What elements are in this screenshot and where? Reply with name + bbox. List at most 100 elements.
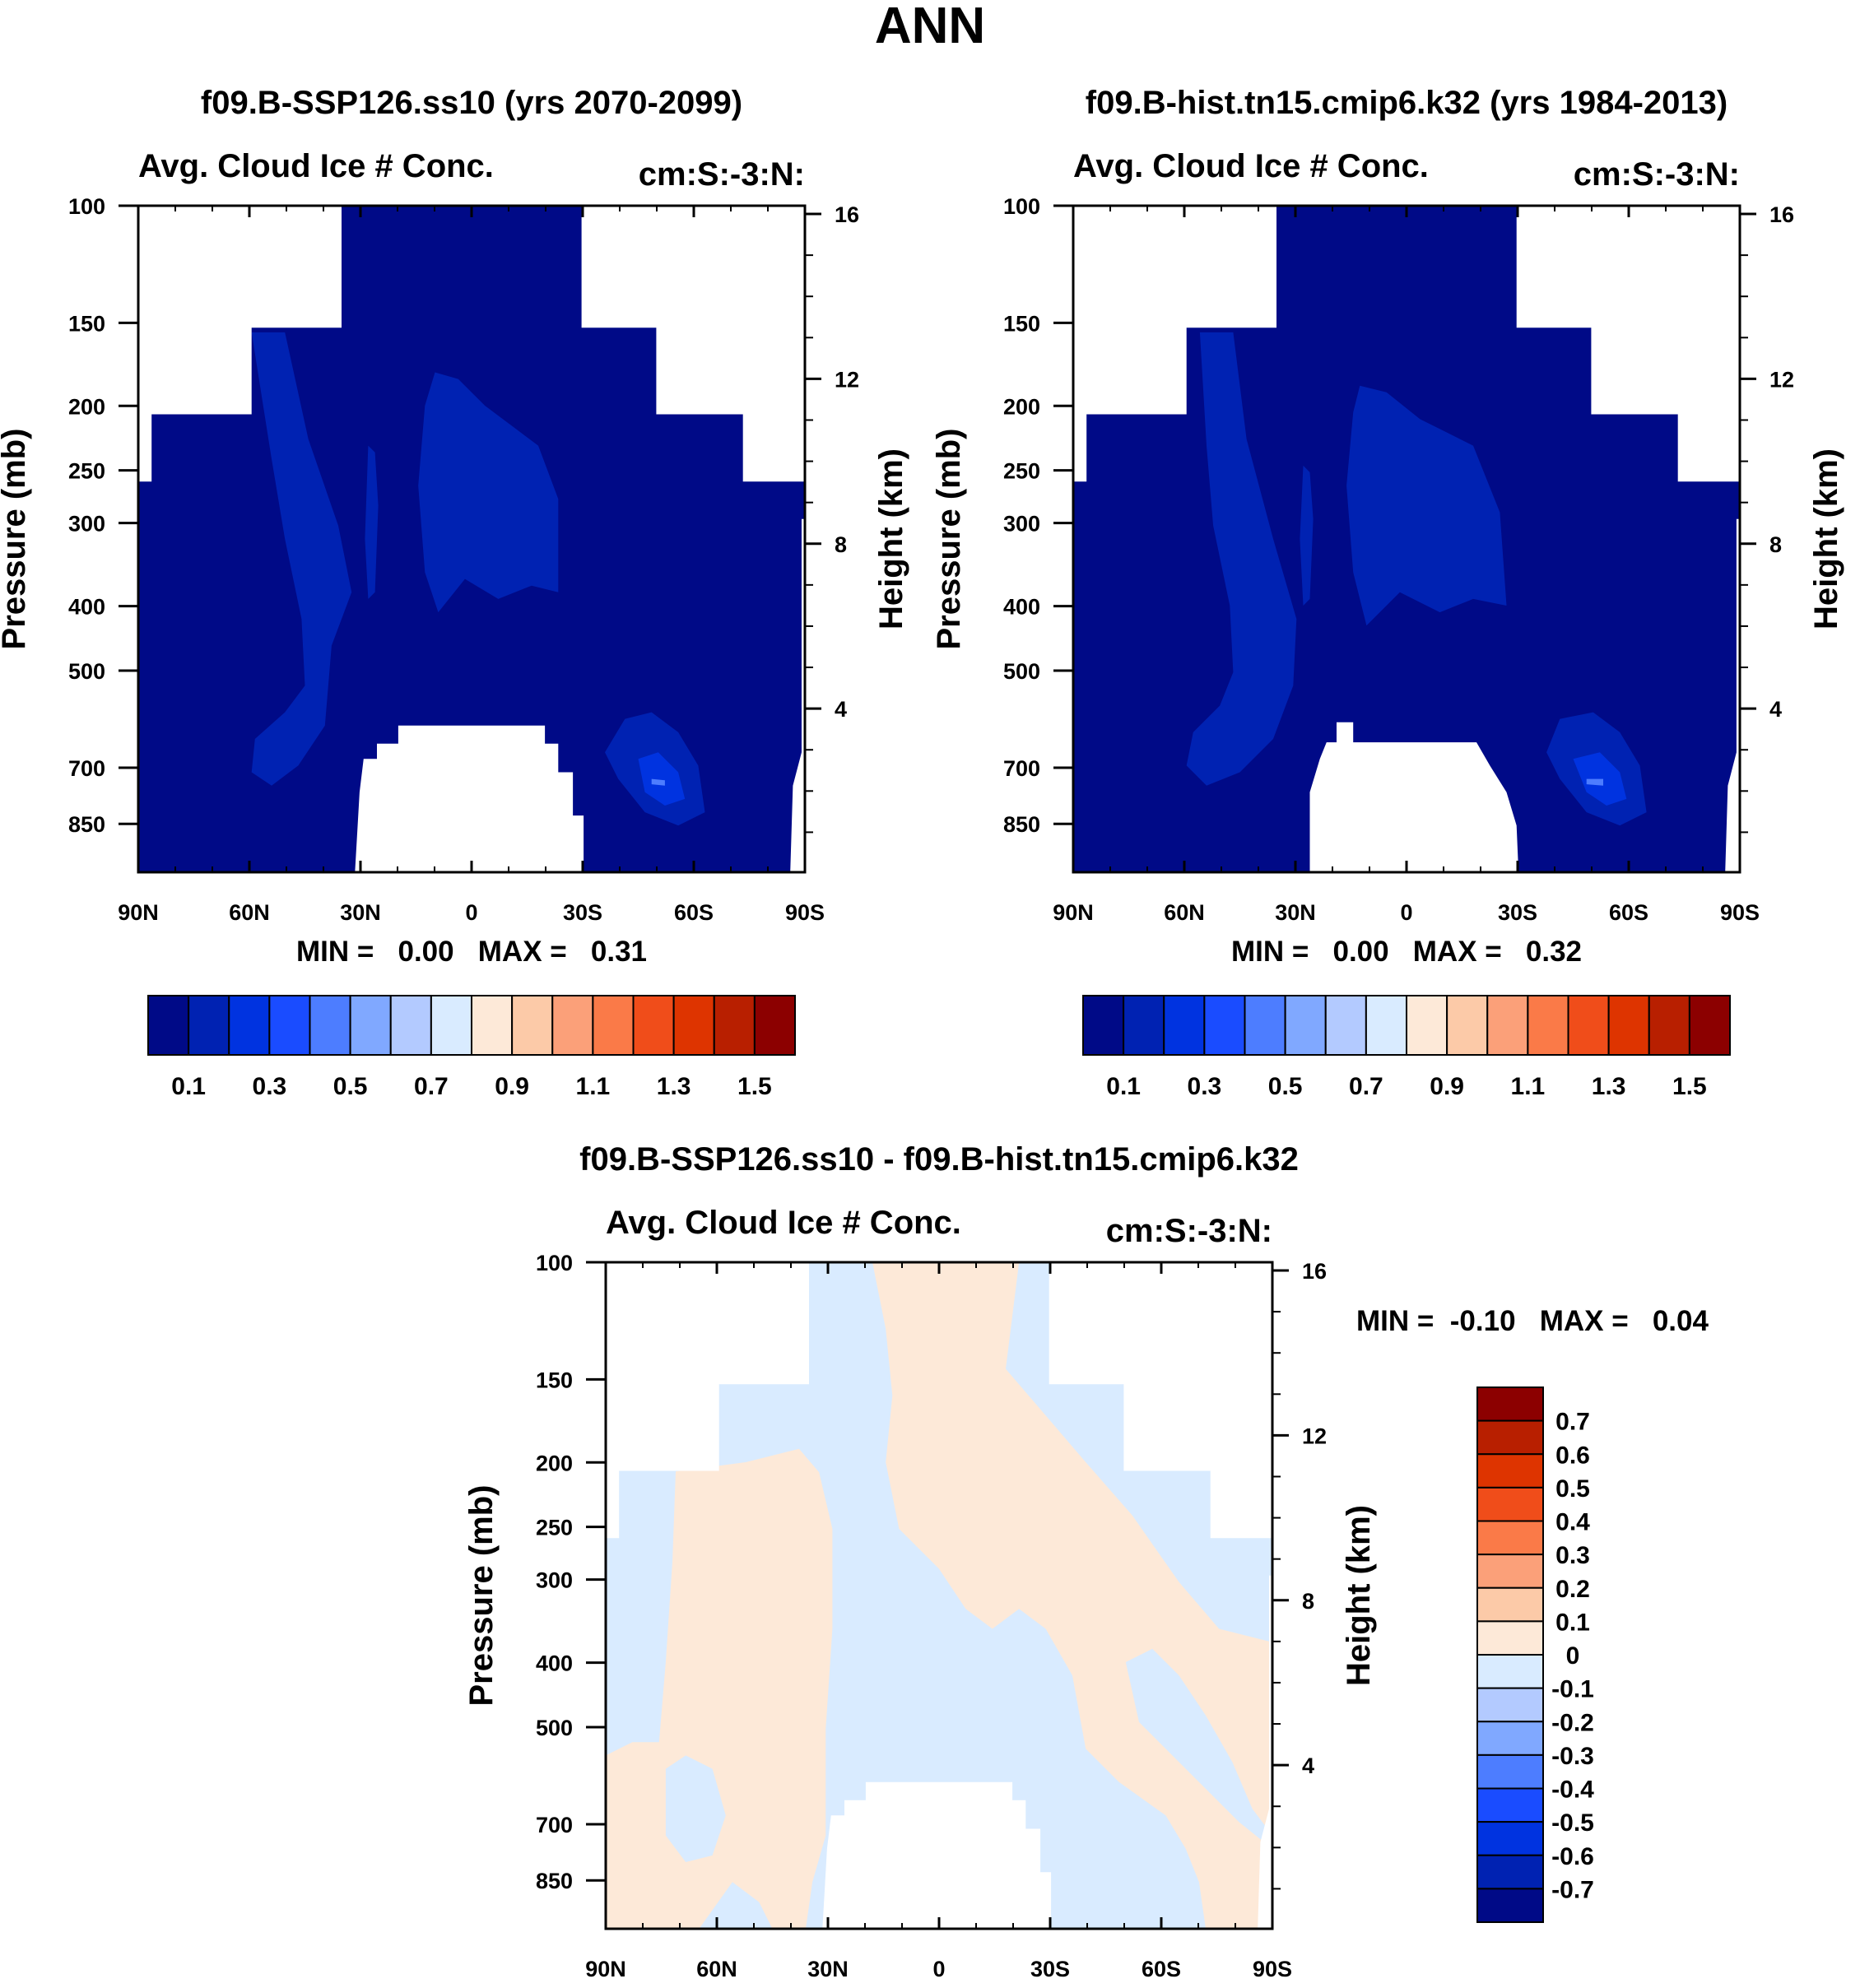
colorbar-label: 0	[1566, 1642, 1580, 1670]
colorbar-label: 0.3	[1188, 1073, 1222, 1100]
colorbar-box	[1648, 995, 1690, 1056]
contour-region-3	[665, 1755, 726, 1862]
colorbar-box	[1476, 1654, 1544, 1689]
y-tick-label: 500	[536, 1716, 573, 1740]
colorbar-box	[1476, 1486, 1544, 1522]
min-max-label: MIN = 0.00 MAX = 0.32	[1231, 936, 1582, 968]
x-tick-label: 30S	[563, 900, 602, 925]
units-label: cm:S:-3:N:	[1574, 156, 1740, 193]
colorbar-label: 1.5	[737, 1073, 772, 1100]
x-tick-label: 60S	[674, 900, 714, 925]
y-tick-label: 250	[536, 1516, 573, 1540]
colorbar-label: 0.3	[253, 1073, 287, 1100]
colorbar-box	[309, 995, 351, 1056]
colorbar-label: 1.3	[657, 1073, 691, 1100]
missing-data-south	[1516, 206, 1740, 482]
y-axis-label: Pressure (mb)	[463, 1485, 500, 1707]
right-tick-label: 16	[835, 202, 859, 227]
x-tick-label: 90S	[785, 900, 825, 925]
colorbar-box	[551, 995, 594, 1056]
colorbar-label: 0.9	[495, 1073, 529, 1100]
panel-ssp126: f09.B-SSP126.ss10 (yrs 2070-2099) Avg. Cl…	[0, 85, 909, 1100]
colorbar-label: 0.5	[1555, 1475, 1590, 1503]
panel-difference: f09.B-SSP126.ss10 - f09.B-hist.tn15.cmip…	[463, 1141, 1709, 1981]
right-tick-label: 12	[1302, 1424, 1327, 1448]
colorbar-label: 0.1	[171, 1073, 206, 1100]
y-tick-label: 100	[536, 1251, 573, 1275]
colorbar-label: 0.4	[1555, 1509, 1590, 1536]
right-axis-label: Height (km)	[1808, 448, 1844, 629]
colorbar-box	[389, 995, 432, 1056]
colorbar-box	[1476, 1854, 1544, 1890]
y-tick-label: 300	[1003, 512, 1040, 536]
missing-data-north	[606, 1262, 809, 1539]
x-tick-label: 0	[1400, 900, 1412, 925]
right-tick-label: 16	[1302, 1259, 1327, 1284]
colorbar-box	[1476, 1687, 1544, 1723]
colorbar-box	[228, 995, 271, 1056]
panel-title: f09.B-hist.tn15.cmip6.k32 (yrs 1984-2013…	[1086, 85, 1727, 121]
x-tick-label: 60N	[1164, 900, 1205, 925]
contour-field	[606, 1262, 1272, 1929]
colorbar-box	[1476, 1888, 1544, 1923]
contour-region-1	[1186, 332, 1297, 786]
contour-region-6	[1586, 778, 1603, 786]
y-tick-label: 250	[1003, 459, 1040, 484]
colorbar-box	[1688, 995, 1731, 1056]
colorbar-box	[672, 995, 715, 1056]
colorbar-box	[1284, 995, 1327, 1056]
right-axis-label: Height (km)	[1341, 1505, 1377, 1686]
colorbar-label: 1.1	[576, 1073, 611, 1100]
right-tick-label: 8	[1302, 1589, 1314, 1614]
x-tick-label: 30S	[1498, 900, 1537, 925]
missing-data-south	[1049, 1262, 1272, 1539]
colorbar-label: -0.6	[1551, 1843, 1594, 1870]
colorbar-box	[1476, 1419, 1544, 1456]
colorbar-box	[713, 995, 756, 1056]
panel-hist: f09.B-hist.tn15.cmip6.k32 (yrs 1984-2013…	[931, 85, 1844, 1100]
y-tick-label: 250	[68, 459, 105, 484]
right-tick-label: 8	[1769, 532, 1782, 557]
right-tick-label: 4	[1302, 1753, 1314, 1778]
colorbar-box	[753, 995, 796, 1056]
figure-title: ANN	[875, 0, 985, 54]
colorbar-box	[1476, 1821, 1544, 1856]
topography-mask	[822, 1781, 1052, 1929]
x-tick-label: 60S	[1609, 900, 1648, 925]
colorbar-label: 0.5	[1268, 1073, 1303, 1100]
min-max-label: MIN = -0.10 MAX = 0.04	[1356, 1305, 1709, 1337]
colorbar-label: -0.5	[1551, 1809, 1594, 1837]
y-tick-label: 150	[1003, 311, 1040, 336]
x-tick-label: 60N	[696, 1957, 737, 1981]
contour-region-3	[1300, 465, 1314, 606]
y-tick-label: 100	[68, 194, 105, 219]
colorbar-box	[471, 995, 514, 1056]
y-tick-label: 100	[1003, 194, 1040, 219]
colorbar-label: 0.9	[1430, 1073, 1464, 1100]
colorbar-label: -0.2	[1551, 1709, 1594, 1736]
colorbar-box	[349, 995, 392, 1056]
missing-data-edge	[1725, 518, 1740, 872]
units-label: cm:S:-3:N:	[639, 156, 805, 193]
missing-data-edge	[790, 518, 805, 872]
colorbar-label: -0.4	[1551, 1777, 1594, 1804]
right-tick-label: 12	[1769, 367, 1794, 392]
y-tick-label: 700	[1003, 756, 1040, 781]
colorbar-box	[1476, 1721, 1544, 1756]
units-label: cm:S:-3:N:	[1106, 1213, 1272, 1249]
colorbar-box	[1123, 995, 1165, 1056]
colorbar-box	[1163, 995, 1206, 1056]
contour-region-6	[651, 778, 665, 786]
panel-title: f09.B-SSP126.ss10 (yrs 2070-2099)	[201, 85, 742, 121]
subtitle-left: Avg. Cloud Ice # Conc.	[1073, 148, 1429, 184]
contour-field	[138, 206, 805, 872]
colorbar: 0.1 0.3 0.5 0.7 0.9 1.1 1.3 1.5	[147, 995, 796, 1100]
y-tick-label: 850	[536, 1869, 573, 1893]
x-tick-label: 0	[465, 900, 477, 925]
missing-data-edge	[1258, 1575, 1272, 1929]
colorbar-label: -0.3	[1551, 1743, 1594, 1770]
topography-mask	[1309, 722, 1519, 872]
x-tick-label: 90S	[1253, 1957, 1292, 1981]
colorbar-box	[1476, 1554, 1544, 1589]
